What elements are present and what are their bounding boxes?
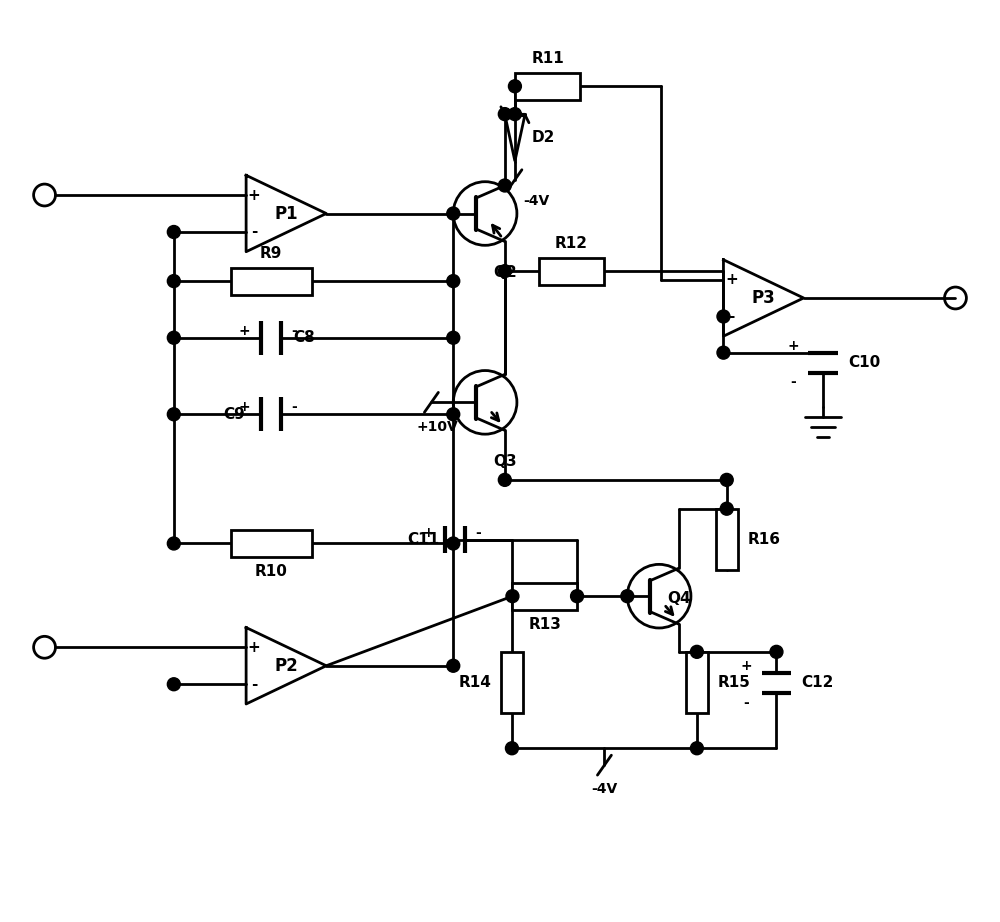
- Circle shape: [447, 275, 460, 288]
- Text: R14: R14: [458, 675, 491, 691]
- Circle shape: [506, 590, 519, 603]
- Circle shape: [508, 80, 521, 93]
- Circle shape: [690, 742, 703, 755]
- Text: C10: C10: [848, 355, 880, 370]
- Bar: [539, 258, 604, 285]
- Circle shape: [717, 346, 730, 359]
- Circle shape: [447, 331, 460, 344]
- Text: -4V: -4V: [591, 782, 618, 796]
- Text: R15: R15: [718, 675, 751, 691]
- Text: -: -: [790, 375, 796, 389]
- Text: Q2: Q2: [493, 266, 517, 280]
- Circle shape: [447, 207, 460, 220]
- Text: -: -: [291, 324, 297, 337]
- Circle shape: [505, 742, 518, 755]
- Text: +: +: [788, 338, 799, 353]
- Text: R13: R13: [528, 617, 561, 632]
- Text: C11: C11: [408, 532, 440, 547]
- Text: R9: R9: [260, 246, 282, 261]
- Circle shape: [690, 645, 703, 658]
- Bar: [512, 583, 577, 609]
- Circle shape: [498, 179, 511, 192]
- Bar: [231, 267, 312, 294]
- Circle shape: [720, 473, 733, 486]
- Text: -: -: [728, 309, 735, 324]
- Circle shape: [508, 108, 521, 121]
- Text: -: -: [251, 224, 257, 240]
- Text: -: -: [251, 677, 257, 692]
- Circle shape: [167, 275, 180, 288]
- Circle shape: [498, 108, 511, 121]
- Text: P1: P1: [274, 205, 298, 222]
- Text: +: +: [239, 324, 250, 337]
- Bar: [501, 652, 523, 714]
- Text: +10V: +10V: [416, 420, 458, 434]
- Text: D2: D2: [532, 130, 555, 146]
- Text: -: -: [475, 526, 481, 539]
- Text: P2: P2: [274, 656, 298, 675]
- Text: R10: R10: [255, 564, 288, 579]
- Circle shape: [717, 310, 730, 323]
- Circle shape: [447, 659, 460, 672]
- Text: C9: C9: [224, 407, 245, 421]
- Circle shape: [447, 537, 460, 550]
- Text: R16: R16: [748, 532, 781, 547]
- Text: +: +: [741, 658, 752, 673]
- Circle shape: [167, 408, 180, 420]
- Text: R11: R11: [531, 51, 564, 65]
- Text: Q3: Q3: [493, 454, 517, 469]
- Text: +: +: [725, 272, 738, 287]
- Circle shape: [498, 473, 511, 486]
- Circle shape: [447, 408, 460, 420]
- Bar: [686, 652, 708, 714]
- Text: +: +: [248, 187, 261, 203]
- Text: +: +: [423, 526, 434, 539]
- Circle shape: [720, 502, 733, 515]
- Bar: [716, 509, 738, 571]
- Circle shape: [167, 331, 180, 344]
- Bar: [231, 530, 312, 557]
- Text: P3: P3: [752, 289, 775, 307]
- Text: C12: C12: [801, 675, 834, 691]
- Circle shape: [770, 645, 783, 658]
- Circle shape: [167, 226, 180, 239]
- Circle shape: [498, 265, 511, 278]
- Text: R12: R12: [555, 236, 588, 251]
- Circle shape: [571, 590, 584, 603]
- Circle shape: [621, 590, 634, 603]
- Text: -: -: [744, 695, 749, 710]
- Circle shape: [167, 537, 180, 550]
- Text: Q4: Q4: [667, 591, 691, 606]
- Circle shape: [167, 678, 180, 691]
- Text: -: -: [291, 400, 297, 414]
- Text: +: +: [239, 400, 250, 414]
- Text: -4V: -4V: [523, 194, 549, 207]
- Text: +: +: [248, 640, 261, 655]
- Bar: [515, 73, 580, 100]
- Text: C8: C8: [293, 330, 315, 345]
